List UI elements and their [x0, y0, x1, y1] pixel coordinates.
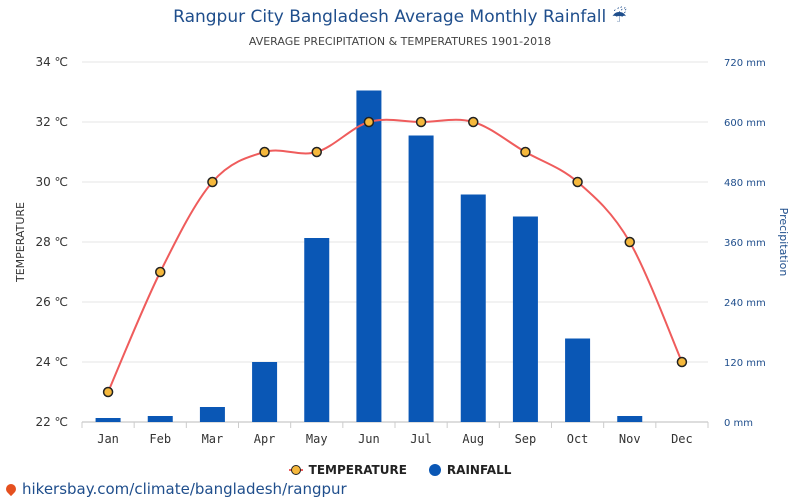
x-tick-label: Jan: [97, 432, 119, 446]
x-tick-label: Aug: [462, 432, 484, 446]
right-tick-label: 600 mm: [724, 118, 766, 129]
rainfall-bar: [356, 90, 382, 422]
left-tick-label: 32 ℃: [35, 115, 68, 129]
left-tick-label: 24 ℃: [35, 355, 68, 369]
left-tick-label: 22 ℃: [35, 415, 68, 429]
rainfall-bar: [460, 194, 486, 422]
x-tick-label: Nov: [619, 432, 641, 446]
temperature-point: [520, 146, 531, 158]
temperature-line: [107, 118, 683, 393]
rainfall-legend-icon: [428, 464, 441, 476]
temperature-point: [415, 116, 427, 128]
chart-subtitle: AVERAGE PRECIPITATION & TEMPERATURES 190…: [248, 35, 552, 48]
legend-label-temperature: TEMPERATURE: [308, 463, 407, 477]
temperature-point: [572, 176, 583, 188]
right-axis: 0 mm 120 mm 240 mm 360 mm 480 mm 600 mm 720 mm: [724, 58, 766, 429]
left-tick-label: 34 ℃: [35, 55, 68, 69]
rainfall-bar: [512, 216, 538, 422]
rainfall-bar: [147, 416, 173, 422]
left-tick-label: 28 ℃: [35, 235, 68, 249]
x-tick-label: Feb: [149, 432, 171, 446]
y-axis-label-right: Precipitation: [777, 208, 790, 277]
left-axis: 22 ℃ 24 ℃ 26 ℃ 28 ℃ 30 ℃ 32 ℃ 34 ℃: [35, 55, 68, 429]
rainfall-bar: [304, 238, 330, 422]
temperature-point: [155, 266, 166, 278]
temperature-series: [102, 116, 688, 398]
right-tick-label: 480 mm: [724, 178, 766, 189]
right-tick-label: 120 mm: [724, 358, 766, 369]
location-pin-icon: [3, 481, 19, 497]
x-tick-label: Jun: [358, 432, 380, 446]
rainfall-bar: [95, 418, 121, 422]
footer-url: hikersbay.com/climate/bangladesh/rangpur: [22, 480, 347, 498]
x-axis: Jan Feb Mar Apr May Jun Jul Aug Sep Oct Nov Dec: [81, 422, 709, 446]
temperature-point: [259, 146, 270, 158]
x-tick-label: May: [306, 432, 328, 446]
right-tick-label: 0 mm: [724, 418, 753, 429]
x-tick-label: Jul: [410, 432, 432, 446]
temperature-point: [363, 116, 375, 128]
chart-canvas: Jan Feb Mar Apr May Jun Jul Aug Sep Oct Nov Dec 22 …: [14, 55, 790, 446]
legend-label-rainfall: RAINFALL: [446, 463, 512, 477]
right-tick-label: 720 mm: [724, 58, 766, 69]
left-tick-label: 30 ℃: [35, 175, 68, 189]
temperature-point: [468, 116, 479, 128]
rainfall-bar: [565, 338, 591, 422]
temperature-legend-icon: [288, 465, 303, 475]
footer-link[interactable]: hikersbay.com/climate/bangladesh/rangpur: [3, 480, 347, 498]
rainfall-bar: [252, 362, 278, 422]
right-tick-label: 240 mm: [724, 298, 766, 309]
temperature-point: [207, 176, 218, 188]
temperature-point: [102, 386, 114, 398]
temperature-point: [311, 146, 322, 158]
chart-title: Rangpur City Bangladesh Average Monthly …: [173, 7, 627, 27]
x-tick-label: Dec: [671, 432, 693, 446]
rainfall-bar: [199, 407, 225, 422]
rainfall-bars: [95, 90, 643, 422]
y-axis-label-left: TEMPERATURE: [14, 202, 27, 283]
legend-item-rainfall[interactable]: RAINFALL: [428, 463, 512, 477]
x-tick-label: Mar: [202, 432, 224, 446]
rainfall-bar: [408, 135, 434, 422]
legend: TEMPERATURE RAINFALL: [0, 463, 800, 477]
x-tick-label: Oct: [567, 432, 589, 446]
legend-item-temperature[interactable]: TEMPERATURE: [288, 463, 407, 477]
temperature-point: [624, 236, 635, 248]
right-tick-label: 360 mm: [724, 238, 766, 249]
temperature-point: [676, 356, 688, 368]
x-tick-label: Sep: [515, 432, 537, 446]
x-tick-label: Apr: [254, 432, 276, 446]
left-tick-label: 26 ℃: [35, 295, 68, 309]
rainfall-bar: [617, 416, 643, 422]
